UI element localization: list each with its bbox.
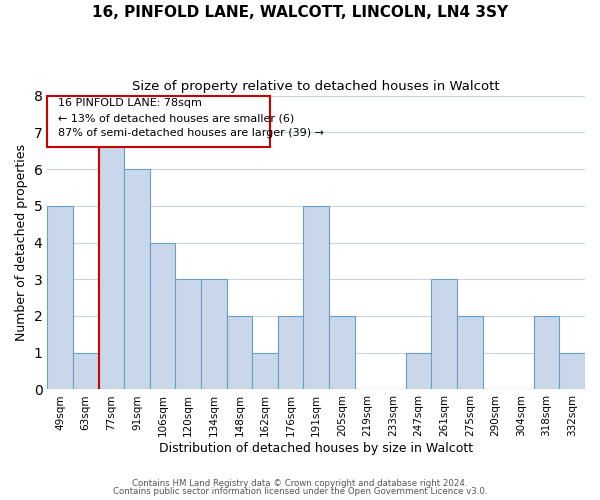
Bar: [124, 169, 150, 390]
Bar: [252, 352, 278, 390]
Text: 16, PINFOLD LANE, WALCOTT, LINCOLN, LN4 3SY: 16, PINFOLD LANE, WALCOTT, LINCOLN, LN4 …: [92, 5, 508, 20]
Text: Contains public sector information licensed under the Open Government Licence v3: Contains public sector information licen…: [113, 487, 487, 496]
Bar: [227, 316, 252, 390]
Bar: [329, 316, 355, 390]
Bar: [278, 316, 304, 390]
Bar: [406, 352, 431, 390]
Bar: [457, 316, 482, 390]
Y-axis label: Number of detached properties: Number of detached properties: [15, 144, 28, 341]
Bar: [175, 279, 201, 390]
Bar: [73, 352, 98, 390]
X-axis label: Distribution of detached houses by size in Walcott: Distribution of detached houses by size …: [159, 442, 473, 455]
Bar: [201, 279, 227, 390]
Bar: [150, 242, 175, 390]
FancyBboxPatch shape: [47, 96, 270, 147]
Bar: [47, 206, 73, 390]
Bar: [304, 206, 329, 390]
Bar: [559, 352, 585, 390]
Text: 16 PINFOLD LANE: 78sqm
← 13% of detached houses are smaller (6)
87% of semi-deta: 16 PINFOLD LANE: 78sqm ← 13% of detached…: [58, 98, 324, 138]
Bar: [431, 279, 457, 390]
Text: Contains HM Land Registry data © Crown copyright and database right 2024.: Contains HM Land Registry data © Crown c…: [132, 478, 468, 488]
Title: Size of property relative to detached houses in Walcott: Size of property relative to detached ho…: [133, 80, 500, 93]
Bar: [98, 132, 124, 390]
Bar: [534, 316, 559, 390]
